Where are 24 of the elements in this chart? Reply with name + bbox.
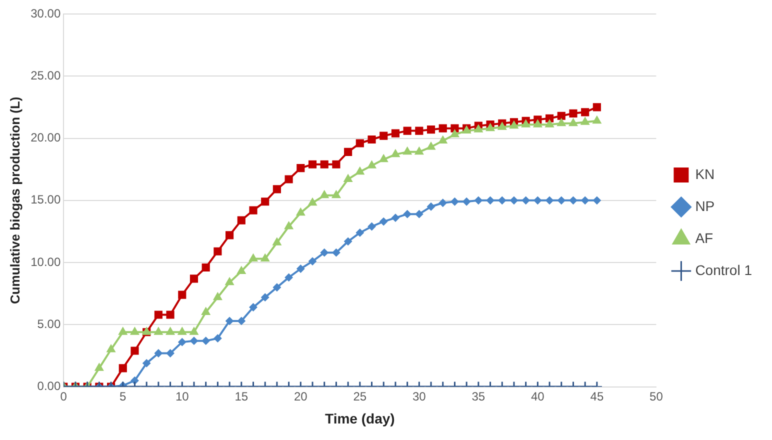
y-tick-label: 25.00	[30, 68, 61, 82]
y-axis-title: Cumulative biogas production (L)	[7, 96, 22, 304]
y-tick-label: 0.00	[37, 379, 61, 394]
legend-label: AF	[695, 230, 714, 246]
y-tick-label: 5.00	[37, 316, 61, 331]
x-axis-title: Time (day)	[325, 410, 395, 426]
legend-label: KN	[695, 166, 715, 182]
x-tick-label: 50	[650, 389, 664, 404]
legend-label: Control 1	[695, 262, 752, 278]
y-tick-label: 10.00	[30, 254, 61, 269]
x-tick-label: 10	[175, 389, 190, 404]
x-tick-label: 15	[234, 389, 248, 404]
x-tick-label: 40	[531, 389, 545, 404]
legend-label: NP	[695, 198, 715, 214]
x-tick-label: 5	[120, 389, 127, 404]
y-tick-label: 30.00	[30, 6, 61, 20]
x-tick-label: 45	[590, 389, 604, 404]
x-tick-label: 20	[294, 389, 308, 404]
x-tick-label: 25	[353, 389, 367, 404]
x-tick-label: 0	[60, 389, 68, 404]
y-tick-label: 20.00	[30, 130, 61, 145]
y-tick-label: 15.00	[30, 192, 61, 207]
x-tick-label: 35	[472, 389, 486, 404]
x-tick-label: 30	[412, 389, 426, 404]
